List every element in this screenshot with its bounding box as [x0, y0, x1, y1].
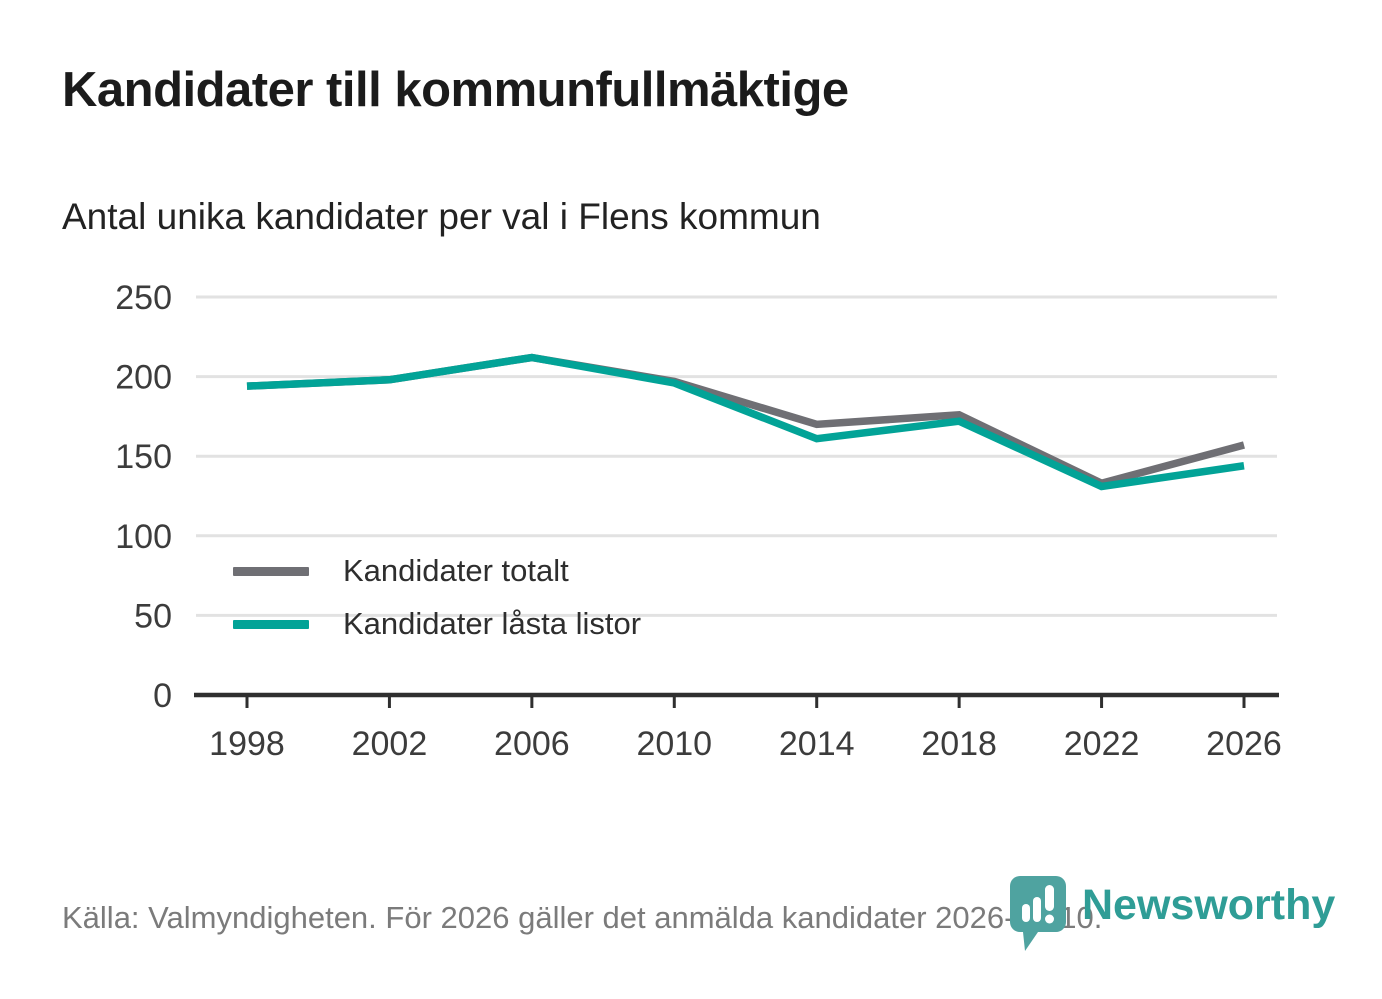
x-axis-tick-label: 2014 [779, 725, 855, 763]
legend-label-total: Kandidater totalt [343, 553, 569, 588]
x-axis-tick-label: 2026 [1206, 725, 1282, 763]
y-axis-tick-label: 150 [115, 438, 172, 476]
chart-legend: Kandidater totalt Kandidater låsta listo… [233, 553, 641, 642]
y-axis-tick-label: 50 [134, 597, 172, 635]
series-line-1 [246, 353, 1245, 491]
newsworthy-wordmark: Newsworthy [1082, 881, 1336, 929]
legend-swatch-total [233, 566, 309, 576]
newsworthy-logo: Newsworthy [1010, 876, 1335, 952]
legend-swatch-locked-lists [233, 619, 309, 629]
newsworthy-speech-bubble-barchart-icon [1010, 876, 1066, 951]
legend-label-locked-lists: Kandidater låsta listor [343, 606, 642, 641]
source-note: Källa: Valmyndigheten. För 2026 gäller d… [62, 900, 1103, 935]
x-axis-tick-label: 1998 [209, 725, 285, 763]
y-axis-tick-label: 100 [115, 518, 172, 556]
chart-subtitle: Antal unika kandidater per val i Flens k… [62, 196, 821, 237]
x-axis-tick-label: 2018 [921, 725, 997, 763]
y-axis-tick-label: 200 [115, 359, 172, 397]
y-axis-tick-label: 250 [115, 279, 172, 317]
legend-item-locked-lists: Kandidater låsta listor [233, 606, 641, 642]
x-axis-tick-label: 2006 [494, 725, 570, 763]
x-axis-tick-label: 2022 [1064, 725, 1140, 763]
x-axis-tick-label: 2002 [352, 725, 428, 763]
x-axis-tick-label: 2010 [636, 725, 712, 763]
chart-title: Kandidater till kommunfullmäktige [62, 63, 849, 117]
y-axis-tick-label: 0 [153, 677, 172, 715]
legend-item-total: Kandidater totalt [233, 553, 641, 589]
